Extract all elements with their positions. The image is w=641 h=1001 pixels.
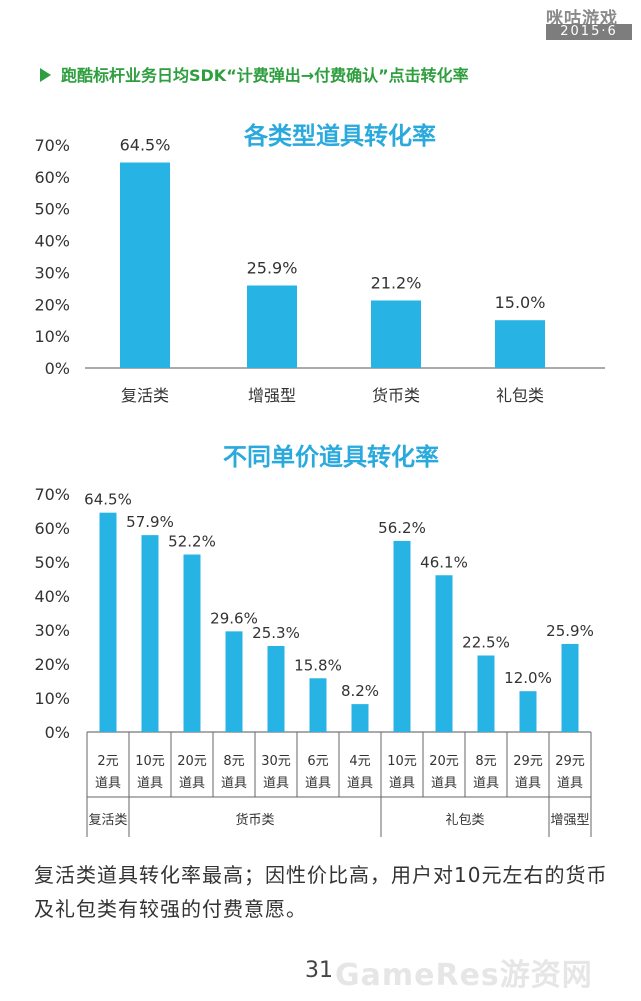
chart2-bar [351, 704, 369, 732]
chart1-y-tick-label: 60% [34, 168, 70, 187]
chart2-price-label: 30元 [261, 754, 291, 769]
chart2-value-label: 46.1% [420, 553, 468, 571]
chart2-price-label: 20元 [177, 754, 207, 769]
chart2-item-label: 道具 [515, 776, 541, 791]
chart1-y-tick-label: 0% [45, 359, 70, 378]
chart1-y-tick-label: 50% [34, 200, 70, 219]
brand-date: 2015·6 [546, 24, 632, 40]
chart2-price-label: 29元 [513, 754, 543, 769]
chart2-price-label: 2元 [97, 754, 118, 769]
chart2-group-label: 增强型 [550, 813, 589, 828]
chart2-value-label: 57.9% [126, 513, 174, 531]
chart2-bar [267, 645, 285, 732]
chart2-item-label: 道具 [137, 776, 163, 791]
chart1-y-tick-label: 30% [34, 263, 70, 282]
chart2-group-label: 复活类 [88, 813, 127, 828]
chart2-y-tick-label: 0% [45, 723, 70, 742]
page-number: 31 [305, 958, 333, 983]
chart1-category-label: 礼包类 [496, 386, 544, 405]
chart2-y-tick-label: 20% [34, 655, 70, 674]
chart2-title: 不同单价道具转化率 [223, 443, 439, 471]
chart2-price-label: 8元 [223, 754, 244, 769]
chart2-item-label: 道具 [557, 776, 583, 791]
chart1-bar [371, 300, 421, 368]
chart-by-type: 各类型道具转化率 0% 10% 20% 30% 40% 50% 60% 70% 64.5% 复活类 2… [34, 122, 605, 405]
chart2-value-label: 22.5% [462, 634, 510, 652]
chart2-bar [225, 631, 243, 732]
chart2-group-label: 货币类 [235, 812, 274, 828]
chart2-item-label: 道具 [473, 776, 499, 791]
chart2-item-label: 道具 [431, 776, 457, 791]
chart2-item-label: 道具 [95, 776, 121, 791]
chart2-bar [141, 535, 159, 732]
chart1-category-label: 货币类 [372, 386, 420, 405]
chart1-value-label: 21.2% [371, 273, 422, 292]
chart2-y-tick-label: 30% [34, 621, 70, 640]
chart2-price-label: 6元 [307, 754, 328, 769]
chart2-value-label: 15.8% [294, 656, 342, 674]
chart1-value-label: 64.5% [120, 136, 171, 155]
chart2-price-label: 10元 [387, 754, 417, 769]
chart2-y-tick-label: 10% [34, 689, 70, 708]
chart2-y-tick-label: 50% [34, 553, 70, 572]
chart2-y-tick-label: 60% [34, 519, 70, 538]
conclusion-text: 复活类道具转化率最高；因性价比高，用户对10元左右的货币及礼包类有较强的付费意愿… [34, 863, 608, 921]
chart1-bar [247, 285, 297, 368]
chart1-title: 各类型道具转化率 [243, 122, 436, 150]
chart2-price-label: 4元 [349, 754, 370, 769]
chart2-item-label: 道具 [221, 776, 247, 791]
chart2-price-label: 8元 [475, 754, 496, 769]
chart1-bar [120, 162, 170, 368]
chart2-y-tick-label: 40% [34, 587, 70, 606]
chart2-value-label: 52.2% [168, 533, 216, 551]
section-heading-text: 跑酷标杆业务日均SDK“计费弹出→付费确认”点击转化率 [61, 66, 469, 85]
chart2-bar [393, 540, 411, 732]
chart2-bar [99, 512, 117, 732]
chart2-value-label: 56.2% [378, 519, 426, 537]
section-heading: 跑酷标杆业务日均SDK“计费弹出→付费确认”点击转化率 [40, 62, 469, 86]
chart2-item-label: 道具 [305, 776, 331, 791]
chart2-price-label: 20元 [429, 754, 459, 769]
chart2-bar [561, 643, 579, 732]
chart1-bar [495, 320, 545, 368]
chart2-bar [183, 554, 201, 732]
chart1-y-tick-label: 70% [34, 136, 70, 155]
chart2-value-label: 12.0% [504, 669, 552, 687]
chart2-value-label: 64.5% [84, 491, 132, 509]
chart2-bar [309, 678, 327, 732]
chart1-y-tick-label: 20% [34, 295, 70, 314]
chart1-value-label: 25.9% [247, 258, 298, 277]
chart2-value-label: 29.6% [210, 609, 258, 627]
chart2-y-tick-label: 70% [34, 485, 70, 504]
chart1-category-label: 增强型 [248, 386, 296, 405]
chart2-bar [519, 691, 537, 732]
chart2-value-label: 25.9% [546, 622, 594, 640]
watermark: GameRes游资网 [335, 958, 593, 993]
chart1-y-tick-label: 10% [34, 327, 70, 346]
chart2-value-label: 8.2% [341, 682, 379, 700]
chart-by-price: 不同单价道具转化率 0% 10% 20% 30% 40% 50% 60% 70% 64.5% 2元道… [34, 443, 594, 837]
chart2-price-label: 29元 [555, 754, 585, 769]
chart2-value-label: 25.3% [252, 624, 300, 642]
chart2-group-label: 礼包类 [445, 812, 484, 828]
chart2-item-label: 道具 [389, 776, 415, 791]
chart2-item-label: 道具 [263, 776, 289, 791]
chart2-item-label: 道具 [179, 776, 205, 791]
play-triangle-icon [40, 68, 51, 82]
chart2-item-label: 道具 [347, 776, 373, 791]
chart2-price-label: 10元 [135, 754, 165, 769]
chart2-bar [477, 655, 495, 732]
chart1-value-label: 15.0% [495, 293, 546, 312]
chart1-y-tick-label: 40% [34, 232, 70, 251]
chart1-category-label: 复活类 [121, 386, 169, 405]
brand-logo: 咪咕游戏 2015·6 [543, 4, 635, 44]
chart2-bar [435, 575, 453, 732]
